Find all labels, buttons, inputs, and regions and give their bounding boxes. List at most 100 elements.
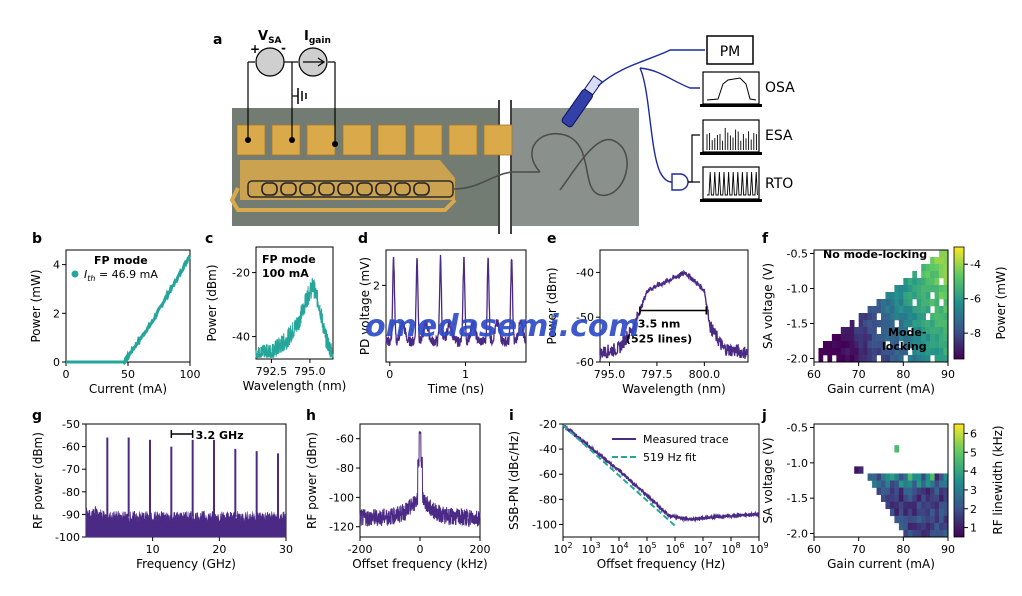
heatmap-cell [943,515,949,524]
heatmap-cell [858,466,864,474]
heatmap-cell [876,306,882,314]
legend-sub: th [87,274,95,283]
heatmap-cell [898,508,904,517]
heatmap-cell [939,473,944,481]
heatmap-cell [930,285,935,293]
gain-sections [261,182,430,196]
heatmap-cell [939,501,944,510]
heatmap-cell [912,501,918,510]
tick-base: 10 [749,543,763,556]
heatmap-cell [858,341,864,349]
plot-frame [813,423,949,538]
annotation-line-1: FP mode [262,253,316,266]
x-tick-label: 70 [852,543,866,556]
heatmap-cell [916,501,922,510]
legend-marker [71,270,79,278]
heatmap-cell [867,473,873,481]
heatmap-cell [934,355,940,363]
heatmap-cell [903,480,909,488]
x-tick-label: 0 [63,368,70,381]
heatmap-cell [930,480,935,488]
heatmap-cell [894,445,900,453]
heatmap-cell [840,341,846,349]
heatmap-cell [894,306,900,314]
heatmap-cell [885,292,891,300]
heatmap-cell [889,480,895,488]
heatmap-cell [903,473,909,481]
heatmap-cell [907,278,913,286]
heatmap-cell [934,515,940,524]
gold-pad [448,124,478,156]
y-tick-label: -0.5 [787,248,808,261]
heatmap-cell [939,494,944,502]
heatmap-cell [939,285,944,293]
x-tick-label: 80 [896,543,910,556]
x-axis-label: Gain current (mA) [827,382,935,396]
heatmap-cell [939,320,944,328]
vsa-source [255,47,285,77]
heatmap-cell [934,501,940,510]
heatmap-cell [925,348,931,356]
heatmap-cell [849,355,855,363]
panel-e-chart: 795.0 797.5 800.0 -40 -50 -60 Wavelength (nm) P… [545,231,749,396]
pm-label: PM [720,44,741,60]
spectrum-trace [599,269,749,360]
heatmap-cell [894,292,900,300]
colorbar-tick-label: 2 [970,503,977,516]
heatmap-cell [867,327,873,335]
heatmap-cell [912,313,918,321]
heatmap-cell [921,264,926,272]
vsa-label: VSA [258,29,282,46]
heatmap-cell [903,501,909,510]
heatmap-cell [930,264,935,272]
heatmap-cell [889,299,895,307]
x-tick-label: 104 [609,541,628,556]
x-tick-label: 800.0 [689,368,721,381]
gold-pad [306,124,336,156]
x-tick-label: 80 [896,368,910,381]
heatmap-cell [863,355,868,363]
heatmap-cell [872,355,877,363]
colorbar-label: RF linewidth (kHz) [991,425,1005,534]
x-tick-label: 200 [470,543,491,556]
esa-base [700,152,762,155]
break-gap [498,100,512,234]
y-tick-label: -50 [62,418,80,431]
heatmap-cell [921,271,926,279]
y-tick-label: -1.0 [787,283,808,296]
heatmap-cell [863,313,868,321]
heatmap-cell [934,327,940,335]
heatmap-cell [939,480,944,488]
heatmap-cell [912,278,918,286]
heatmap-cell [912,508,918,517]
gold-pad [413,124,443,156]
heatmap-cell [854,334,859,342]
heatmap-cell [912,529,918,538]
heatmap-cell [867,334,873,342]
heatmap-cell [912,285,918,293]
heatmap-cell [872,313,877,321]
heatmap-cell [885,473,891,481]
gain-segment [356,182,373,196]
heatmap-cell [903,341,909,349]
heatmap-cell [943,306,949,314]
heatmap-cell [925,341,931,349]
x-axis-label: Time (ns) [427,382,484,396]
heatmap-cell [916,320,922,328]
heatmap-cell [876,299,882,307]
x-tick-label: 50 [121,368,135,381]
rf-trace [359,430,481,528]
tick-base: 10 [581,543,595,556]
heatmap-cell [831,348,837,356]
heatmap-cell [867,320,873,328]
x-tick-label: 795.0 [594,368,626,381]
heatmap-cell [943,480,949,488]
heatmap-cell [881,334,886,342]
heatmap-cell [943,487,949,495]
heatmap-cell [854,355,859,363]
x-tick-label: 106 [665,541,684,556]
heatmap-cell [943,473,949,481]
heatmap-cell [898,348,904,356]
x-axis-label: Current (mA) [89,382,167,396]
heatmap-cell [889,320,895,328]
